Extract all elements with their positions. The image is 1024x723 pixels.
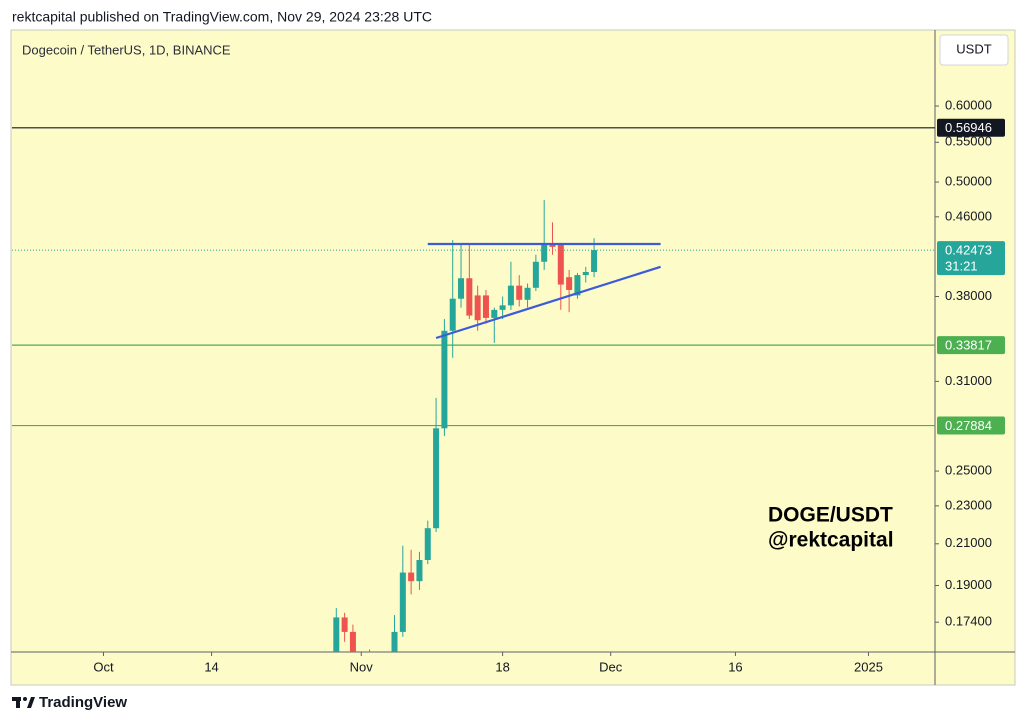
currency-button[interactable] — [939, 34, 1009, 66]
candle-body — [433, 428, 440, 529]
level-label: 0.27884 — [945, 418, 992, 433]
y-tick-label: 0.55000 — [945, 134, 992, 149]
candle-body — [391, 631, 398, 652]
y-tick-label: 0.17400 — [945, 614, 992, 629]
last-price-box — [937, 241, 1005, 276]
watermark-line: @rektcapital — [768, 529, 894, 552]
axes: 0.60000 0.55000 0.50000 0.46000 0.38000 0.310… — [93, 97, 1005, 674]
candle-body — [424, 528, 431, 560]
candle-body — [333, 617, 340, 652]
y-tick-label: 0.38000 — [945, 288, 992, 303]
candle-body — [541, 244, 548, 262]
candle-body — [549, 244, 556, 247]
plot-area — [12, 127, 935, 652]
level-label: 0.56946 — [945, 120, 992, 135]
candle-body — [482, 295, 489, 318]
chart-title: Dogecoin / TetherUS, 1D, BINANCE — [22, 42, 231, 57]
candle-body — [458, 278, 465, 299]
candle-body — [416, 559, 423, 582]
x-tick-label: 2025 — [854, 659, 883, 674]
currency-label: USDT — [956, 41, 991, 56]
y-tick-label: 0.19000 — [945, 577, 992, 592]
candle-body — [466, 278, 473, 316]
level-label-box — [937, 336, 1005, 355]
tradingview-logo — [12, 697, 35, 708]
footer-brand: TradingView — [39, 694, 127, 711]
y-tick-label: 0.25000 — [945, 463, 992, 478]
x-tick-label: Nov — [350, 659, 374, 674]
x-tick-label: 16 — [728, 659, 742, 674]
y-tick-label: 0.50000 — [945, 173, 992, 188]
y-tick-label: 0.46000 — [945, 208, 992, 223]
y-tick-label: 0.31000 — [945, 373, 992, 388]
candle-body — [591, 250, 598, 272]
y-tick-label: 0.21000 — [945, 535, 992, 550]
level-label-box — [937, 118, 1005, 137]
trendline — [435, 265, 661, 340]
level-label-box — [937, 416, 1005, 435]
candle-body — [507, 285, 514, 306]
countdown-label: 31:21 — [945, 259, 978, 274]
candle-body — [408, 572, 415, 582]
y-tick-label: 0.23000 — [945, 497, 992, 512]
last-price-label: 0.42473 — [945, 243, 992, 258]
candle-body — [491, 309, 498, 318]
y-tick-label: 0.60000 — [945, 97, 992, 112]
x-tick-label: 18 — [495, 659, 509, 674]
x-tick-label: 14 — [204, 659, 218, 674]
candle-body — [566, 277, 573, 290]
candle-body — [557, 244, 564, 285]
candle-body — [524, 287, 531, 300]
candle-body — [516, 285, 523, 300]
candle-body — [341, 617, 348, 632]
candle-body — [349, 631, 356, 652]
candle-body — [574, 275, 581, 296]
candle-body — [449, 298, 456, 331]
candle-body — [532, 261, 539, 288]
x-tick-label: Oct — [93, 659, 114, 674]
x-tick-label: Dec — [599, 659, 623, 674]
candle-body — [474, 295, 481, 321]
candle-body — [582, 271, 589, 276]
candle-body — [499, 305, 506, 310]
publish-header: rektcapital published on TradingView.com… — [12, 9, 432, 25]
level-label: 0.33817 — [945, 338, 992, 353]
candle-body — [441, 330, 448, 429]
watermark-line: DOGE/USDT — [768, 504, 893, 527]
chart-frame — [10, 29, 1016, 686]
candle-body — [399, 572, 406, 632]
